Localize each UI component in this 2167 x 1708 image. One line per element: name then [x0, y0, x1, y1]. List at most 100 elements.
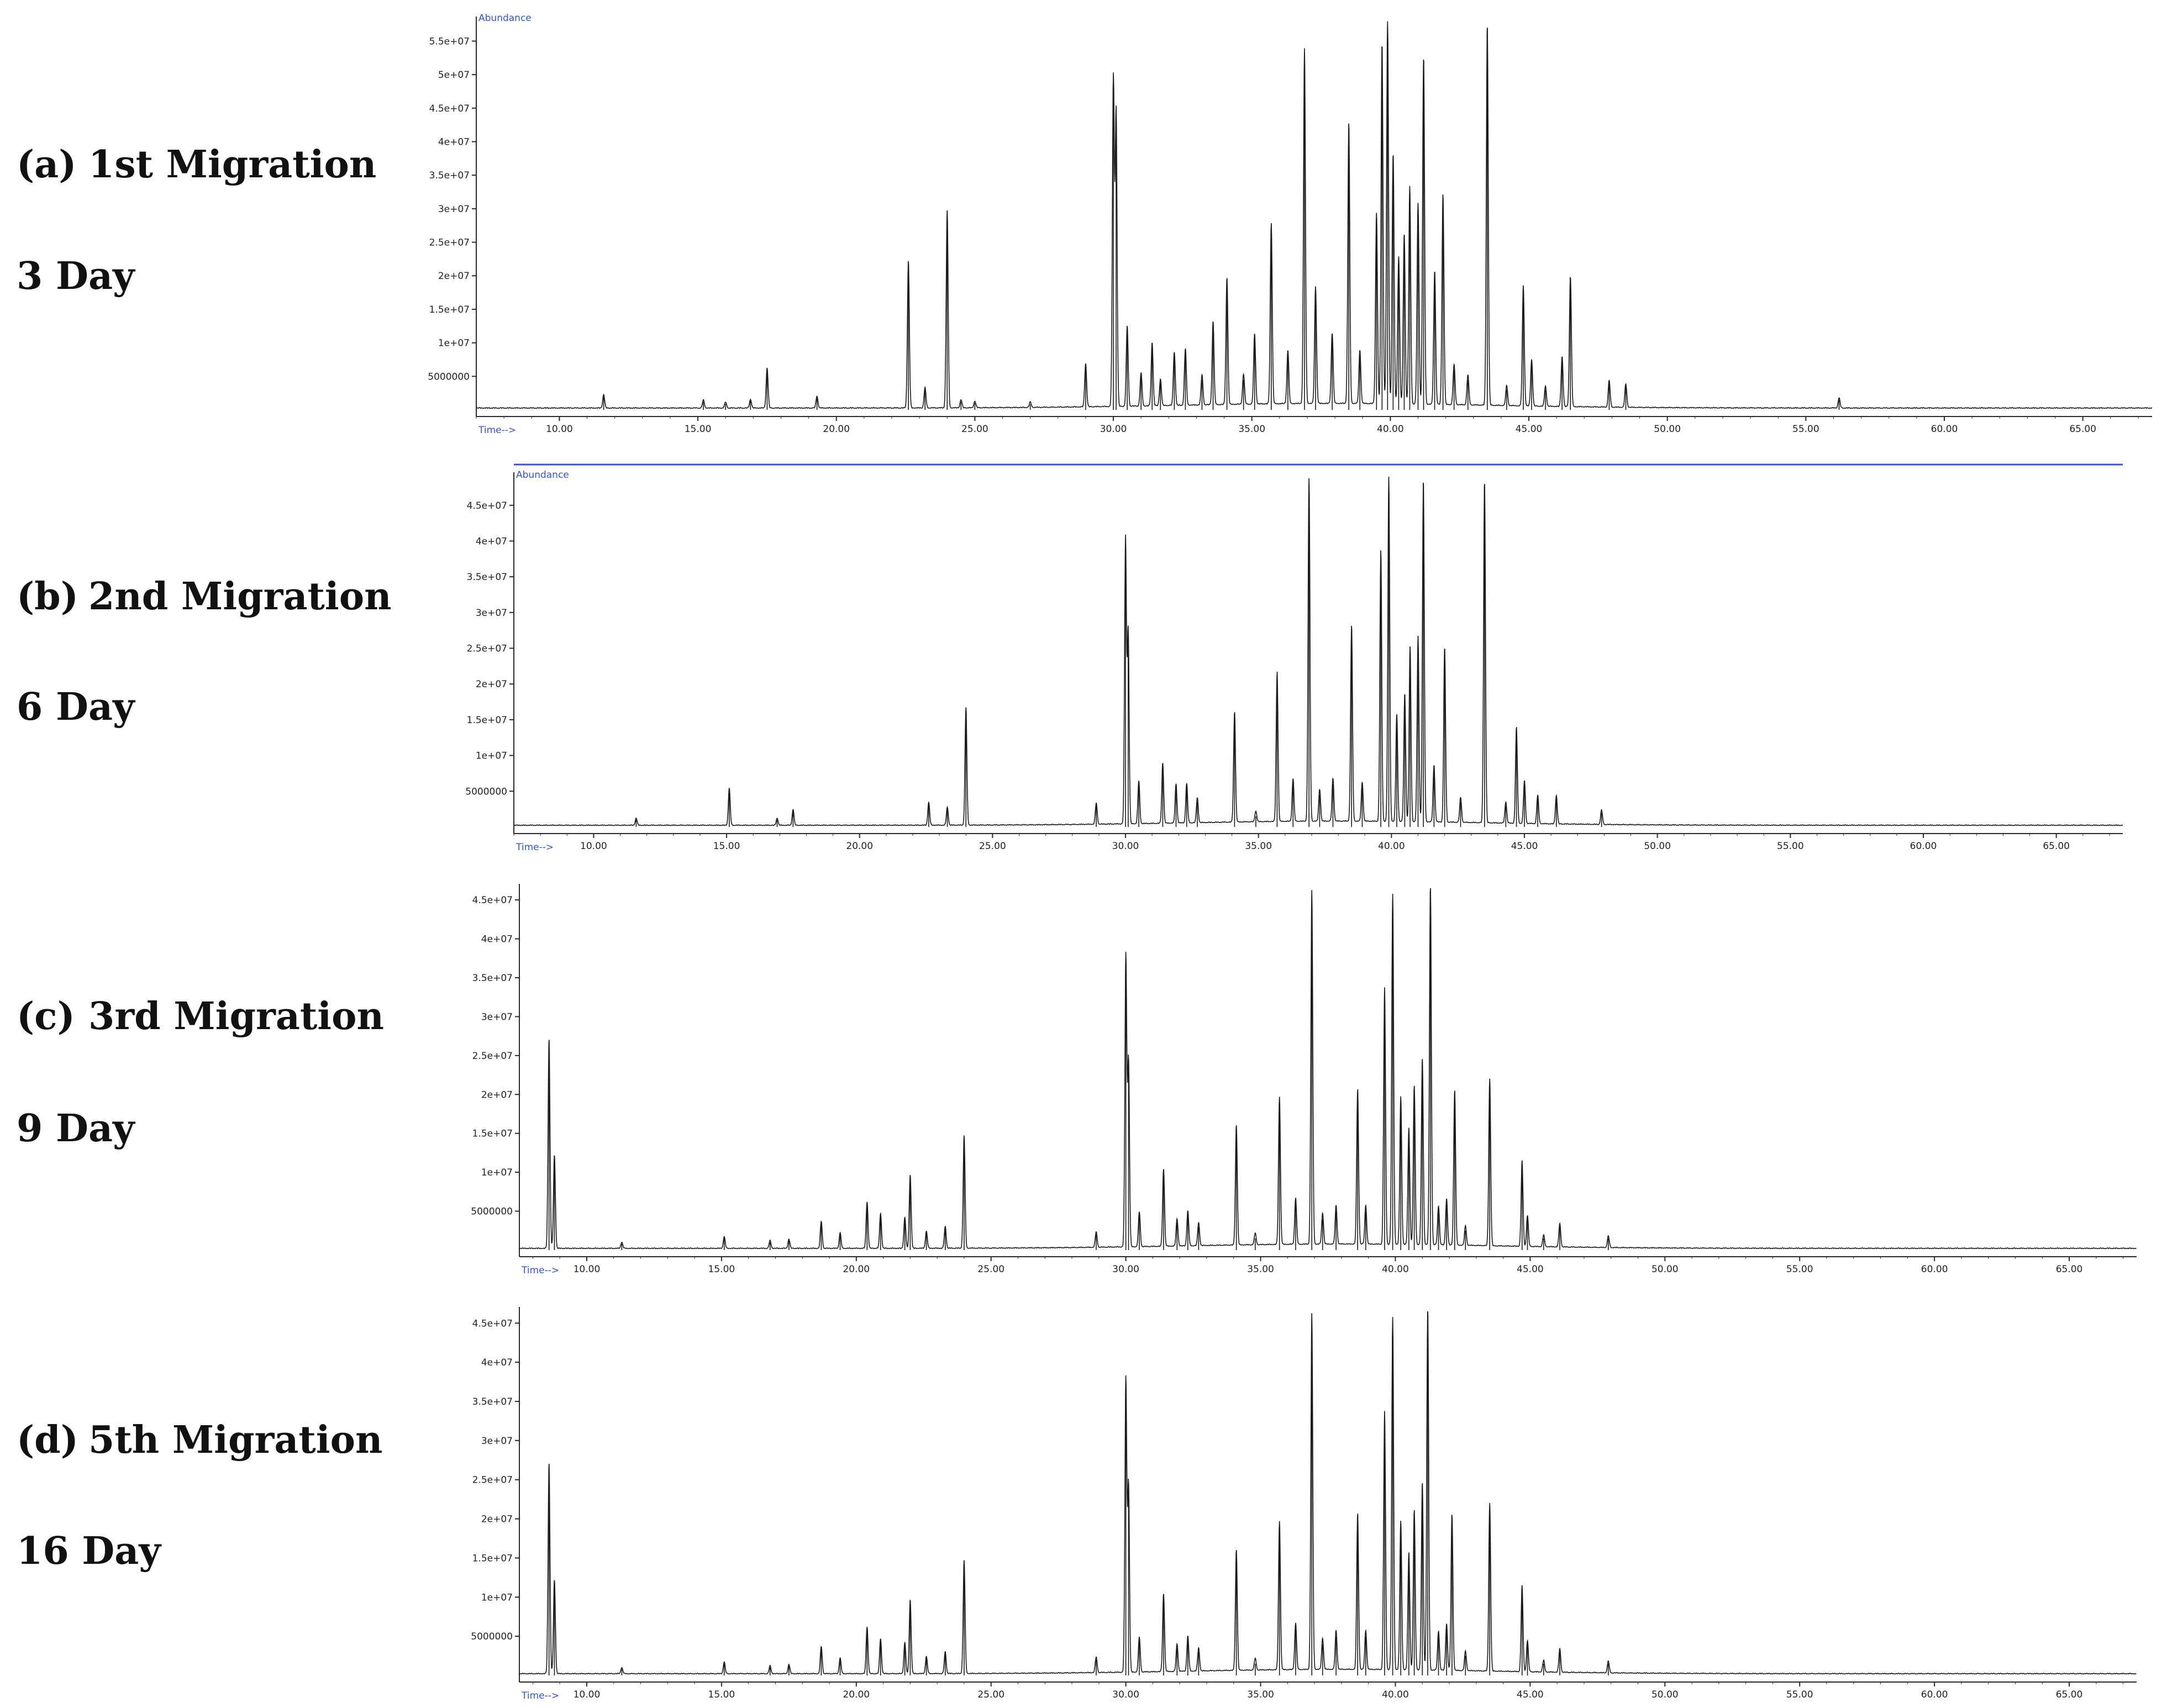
chart-c-x-tick-label: 10.00: [574, 1264, 601, 1275]
chart-b-y-tick-label: 4e+07: [476, 536, 507, 547]
panel-d-day: 16 Day: [17, 1529, 161, 1573]
panel-c-name: 3rd Migration: [88, 994, 384, 1038]
chart-c-x-tick-label: 30.00: [1112, 1264, 1139, 1275]
chart-a-y-tick-label: 2.5e+07: [429, 238, 470, 249]
chart-b-x-tick-label: 65.00: [2043, 841, 2070, 852]
panel-a-day: 3 Day: [17, 254, 135, 298]
chart-c-y-tick-label: 2e+07: [481, 1089, 513, 1100]
chart-c-y-tick-label: 3e+07: [481, 1011, 513, 1022]
chart-b-y-tick-label: 4.5e+07: [467, 500, 507, 512]
chart-b-y-tick-label: 1e+07: [476, 751, 507, 762]
chart-b-x-tick-label: 40.00: [1378, 841, 1405, 852]
chart-c-y-tick-label: 1.5e+07: [472, 1129, 513, 1140]
chart-c-y-tick-label: 4.5e+07: [472, 895, 513, 906]
chart-c-x-axis-label: Time-->: [521, 1265, 559, 1276]
panel-c-title: (c): [17, 994, 75, 1038]
chart-d-x-tick-label: 35.00: [1247, 1689, 1274, 1700]
chart-d-x-tick-label: 65.00: [2056, 1689, 2083, 1700]
panel-b-name: 2nd Migration: [88, 574, 392, 619]
chart-d-y-tick-label: 4e+07: [481, 1357, 513, 1368]
chart-a-x-tick-label: 25.00: [961, 424, 988, 435]
chart-c-y-tick-label: 1e+07: [481, 1167, 513, 1178]
chart-b-x-tick-label: 10.00: [580, 841, 607, 852]
chart-b-x-tick-label: 35.00: [1245, 841, 1272, 852]
chart-d-x-tick-label: 60.00: [1921, 1689, 1948, 1700]
chart-a-y-tick-label: 2e+07: [438, 271, 470, 282]
panel-b-day: 6 Day: [17, 685, 135, 729]
chart-b-y-tick-label: 2.5e+07: [467, 644, 507, 655]
chart-c-x-tick-label: 50.00: [1651, 1264, 1679, 1275]
chart-a-x-axis-label: Time-->: [478, 425, 516, 436]
chart-a-y-axis-label: Abundance: [478, 13, 532, 24]
chart-d-x-tick-label: 15.00: [708, 1689, 735, 1700]
chart-d-y-tick-label: 1.5e+07: [472, 1553, 513, 1564]
chart-a-y-tick-label: 4e+07: [438, 136, 470, 147]
chart-a-trace: [476, 21, 2153, 409]
chart-d-x-tick-label: 50.00: [1651, 1689, 1679, 1700]
chart-a-y-tick-label: 4.5e+07: [429, 103, 470, 114]
chart-a-x-tick-label: 50.00: [1654, 424, 1681, 435]
panel-d-name: 5th Migration: [88, 1418, 383, 1462]
panel-d-title: (d): [17, 1418, 78, 1462]
chart-b-y-tick-label: 3e+07: [476, 608, 507, 619]
chart-b-y-tick-label: 2e+07: [476, 679, 507, 690]
chart-c-x-tick-label: 45.00: [1517, 1264, 1544, 1275]
chart-c-x-tick-label: 65.00: [2056, 1264, 2083, 1275]
chart-b-x-tick-label: 20.00: [846, 841, 873, 852]
chart-d-y-tick-label: 2e+07: [481, 1514, 513, 1525]
chart-b-y-tick-label: 3.5e+07: [467, 572, 507, 583]
chart-d-y-tick-label: 4.5e+07: [472, 1318, 513, 1329]
chart-c-trace: [519, 888, 2137, 1250]
chart-a-x-tick-label: 20.00: [823, 424, 850, 435]
chart-b-y-axis-label: Abundance: [516, 470, 569, 481]
chart-a-x-tick-label: 65.00: [2069, 424, 2096, 435]
chart-a-y-tick-label: 3.5e+07: [429, 170, 470, 181]
chart-b-x-tick-label: 25.00: [979, 841, 1006, 852]
chart-c-y-tick-label: 3.5e+07: [472, 973, 513, 984]
chart-a-x-tick-label: 55.00: [1792, 424, 1819, 435]
chart-c-x-tick-label: 20.00: [843, 1264, 870, 1275]
chart-c-y-tick-label: 2.5e+07: [472, 1051, 513, 1062]
chart-c-x-tick-label: 15.00: [708, 1264, 735, 1275]
chart-c-x-tick-label: 40.00: [1382, 1264, 1409, 1275]
panel-b-title: (b): [17, 574, 78, 619]
chart-c-x-tick-label: 60.00: [1921, 1264, 1948, 1275]
chart-a-x-tick-label: 35.00: [1238, 424, 1265, 435]
chart-a-y-tick-label: 5000000: [428, 371, 470, 382]
chart-b-x-tick-label: 55.00: [1777, 841, 1804, 852]
chart-d-x-tick-label: 30.00: [1112, 1689, 1139, 1700]
chart-d-x-tick-label: 45.00: [1517, 1689, 1544, 1700]
chart-b-trace: [513, 476, 2123, 826]
chart-d-y-tick-label: 3e+07: [481, 1436, 513, 1447]
chart-a-x-tick-label: 40.00: [1377, 424, 1404, 435]
chart-a-x-tick-label: 10.00: [546, 424, 573, 435]
chart-a-x-tick-label: 60.00: [1931, 424, 1958, 435]
chart-d-x-tick-label: 20.00: [843, 1689, 870, 1700]
chart-d-y-tick-label: 5000000: [471, 1631, 513, 1642]
chart-a-y-tick-label: 1e+07: [438, 338, 470, 349]
chart-b-x-tick-label: 45.00: [1511, 841, 1538, 852]
chart-a-y-tick-label: 5e+07: [438, 70, 470, 81]
chart-d-x-tick-label: 55.00: [1786, 1689, 1813, 1700]
chart-c-y-tick-label: 5000000: [471, 1206, 513, 1217]
chart-b-y-tick-label: 1.5e+07: [467, 715, 507, 726]
chart-a-x-tick-label: 45.00: [1516, 424, 1543, 435]
chart-a-x-tick-label: 15.00: [685, 424, 712, 435]
chart-d-x-tick-label: 25.00: [977, 1689, 1004, 1700]
chart-d-y-tick-label: 2.5e+07: [472, 1475, 513, 1486]
chart-b-x-tick-label: 50.00: [1644, 841, 1671, 852]
chart-b-x-tick-label: 60.00: [1910, 841, 1937, 852]
chart-b-x-tick-label: 15.00: [713, 841, 740, 852]
chart-c-y-tick-label: 4e+07: [481, 934, 513, 945]
chart-d-x-tick-label: 10.00: [574, 1689, 601, 1700]
chart-a-y-tick-label: 5.5e+07: [429, 36, 470, 47]
chart-c-x-tick-label: 35.00: [1247, 1264, 1274, 1275]
chart-a-y-tick-label: 1.5e+07: [429, 304, 470, 315]
chart-c-x-tick-label: 25.00: [977, 1264, 1004, 1275]
chart-b-y-tick-label: 5000000: [465, 786, 507, 797]
chart-a-x-tick-label: 30.00: [1100, 424, 1127, 435]
chart-d-y-tick-label: 1e+07: [481, 1592, 513, 1603]
chart-a-y-tick-label: 3e+07: [438, 204, 470, 215]
chart-c-x-tick-label: 55.00: [1786, 1264, 1813, 1275]
